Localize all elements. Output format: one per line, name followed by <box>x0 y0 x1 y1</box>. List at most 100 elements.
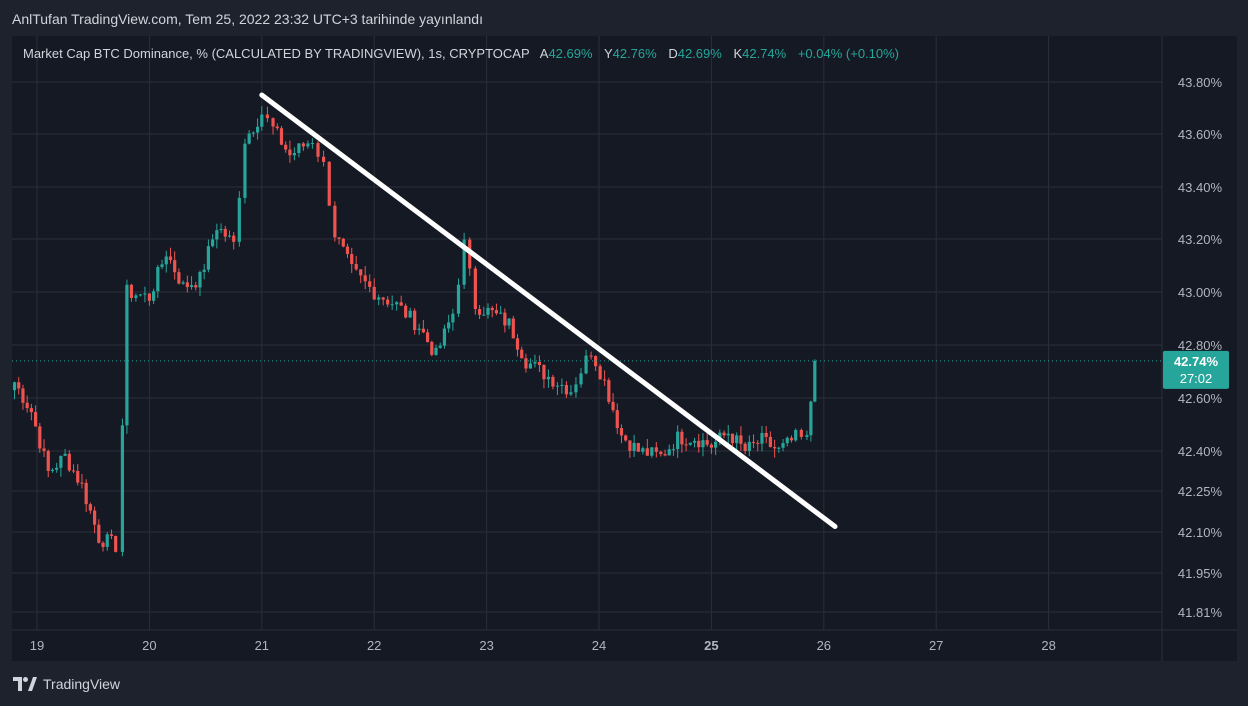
time-tick-label: 28 <box>1041 638 1055 653</box>
candle-body <box>684 444 688 446</box>
candle-body <box>271 118 275 127</box>
candle-body <box>156 267 160 292</box>
price-tick-label: 42.80% <box>1178 338 1223 353</box>
grid-lines <box>12 36 1237 661</box>
candle-body <box>152 291 156 301</box>
candle-body <box>12 382 17 391</box>
candle-body <box>542 364 546 380</box>
price-tick-label: 42.25% <box>1178 484 1223 499</box>
candle-body <box>297 143 301 153</box>
candle-body <box>42 448 46 451</box>
candle-body <box>181 282 185 284</box>
candle-body <box>350 254 354 265</box>
candle-body <box>164 256 168 265</box>
candle-body <box>59 455 63 468</box>
high-label: Y <box>603 46 613 61</box>
candle-body <box>395 302 399 305</box>
candle-body <box>168 256 173 261</box>
candle-body <box>359 269 363 276</box>
candle-body <box>237 197 241 242</box>
candle-body <box>645 448 649 456</box>
candle-body <box>813 360 817 402</box>
candle-body <box>447 322 451 329</box>
candle-body <box>55 467 59 470</box>
candle-body <box>676 431 680 450</box>
candle-body <box>641 448 645 452</box>
candle-body <box>143 293 147 295</box>
low-label: D <box>668 46 678 61</box>
time-tick-label: 25 <box>704 638 718 653</box>
candle-body <box>756 442 760 444</box>
candle-body <box>413 310 417 331</box>
candle-body <box>25 402 29 409</box>
candle-body <box>564 384 569 395</box>
candle-body <box>177 272 181 284</box>
candle-body <box>206 246 211 270</box>
price-tick-label: 41.81% <box>1178 605 1223 620</box>
candle-body <box>486 307 490 315</box>
candle-body <box>399 302 403 306</box>
time-tick-label: 24 <box>592 638 606 653</box>
candle-body <box>134 295 138 299</box>
candle-body <box>794 429 798 441</box>
candle-body <box>292 152 296 156</box>
candle-body <box>377 297 381 300</box>
candle-body <box>198 271 202 288</box>
candle-body <box>799 429 803 437</box>
candle-body <box>628 440 632 451</box>
candle-body <box>227 235 232 237</box>
candle-body <box>598 366 602 380</box>
candle-body <box>417 328 421 331</box>
price-tick-label: 41.95% <box>1178 566 1223 581</box>
candle-body <box>760 432 764 444</box>
candle-body <box>232 235 236 242</box>
candle-body <box>462 239 466 285</box>
candle-body <box>735 435 739 444</box>
candle-body <box>456 284 461 314</box>
candle-body <box>327 161 331 206</box>
candle-body <box>533 362 537 364</box>
candle-body <box>33 412 38 427</box>
candle-body <box>747 441 751 452</box>
candle-body <box>482 314 486 316</box>
candle-body <box>322 156 326 162</box>
candle-body <box>663 454 667 456</box>
candle-body <box>316 143 320 157</box>
candle-body <box>503 312 507 326</box>
candle-body <box>537 362 542 365</box>
candle-body <box>120 425 125 552</box>
candle-body <box>421 328 425 333</box>
candle-body <box>251 132 255 134</box>
price-tag-value: 42.74% <box>1174 354 1219 369</box>
candle-body <box>368 281 372 287</box>
candle-body <box>105 534 109 547</box>
candle-body <box>434 347 438 355</box>
candle-body <box>607 380 611 402</box>
time-tick-label: 21 <box>255 638 269 653</box>
candle-body <box>288 149 292 156</box>
price-tag-countdown: 27:02 <box>1180 371 1213 386</box>
candle-body <box>615 410 619 429</box>
price-tag-box <box>1163 350 1229 389</box>
candle-body <box>185 282 189 288</box>
candle-body <box>743 443 747 452</box>
candle-body <box>701 440 705 448</box>
candle-body <box>569 392 573 395</box>
candle-body <box>764 432 768 437</box>
chart-frame[interactable] <box>12 36 1237 661</box>
candle-body <box>310 143 314 145</box>
price-tag: 42.74% 27:02 <box>1163 350 1229 389</box>
candle-body <box>97 524 101 543</box>
candle-body <box>789 437 794 441</box>
brand-name: TradingView <box>43 676 121 692</box>
candle-body <box>773 447 777 449</box>
candle-body <box>809 401 813 436</box>
tradingview-brand[interactable]: TradingView <box>13 676 120 692</box>
candle-body <box>17 382 21 389</box>
candle-body <box>785 437 789 444</box>
candle-body <box>768 436 773 448</box>
candle-body <box>654 447 658 452</box>
symbol-description: Market Cap BTC Dominance, % (CALCULATED … <box>23 46 530 61</box>
candle-body <box>619 428 624 436</box>
